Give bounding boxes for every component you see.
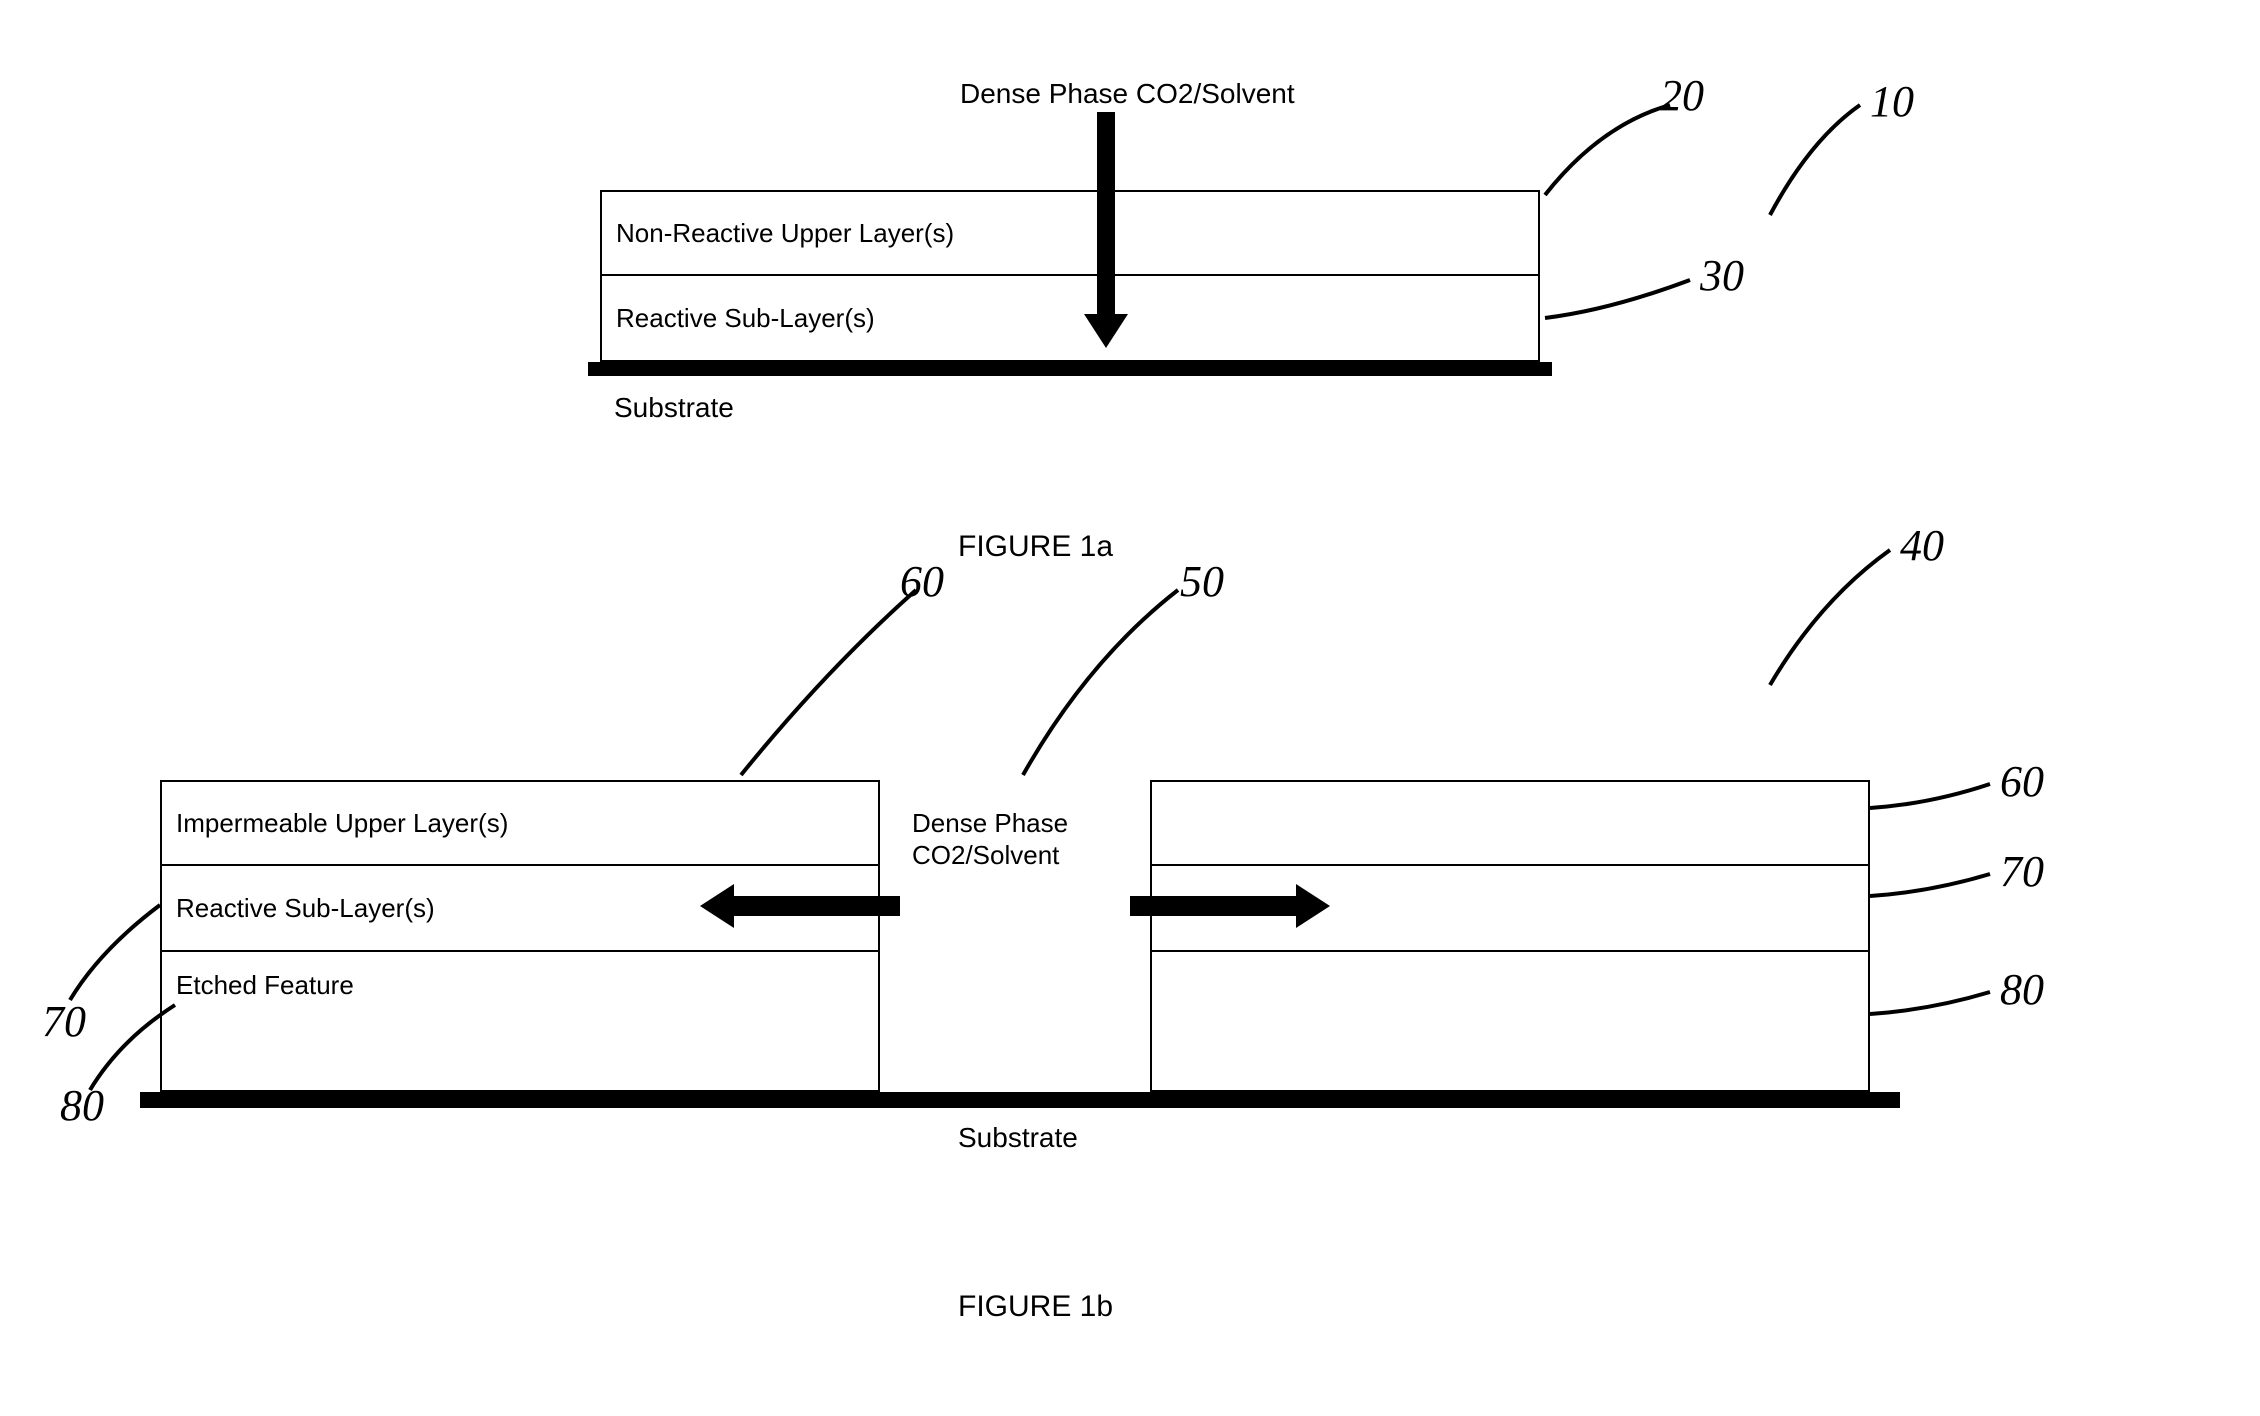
fig-b-ref-70-right: 70: [2000, 846, 2044, 897]
fig-b-arrow-left-shaft: [730, 896, 900, 916]
fig-b-leader-70-left: [60, 900, 170, 1010]
fig-b-arrow-left-head: [700, 884, 734, 928]
fig-a-arrow-shaft: [1097, 112, 1115, 320]
fig-b-leader-80-right: [1870, 984, 2000, 1024]
fig-a-substrate-label: Substrate: [614, 392, 734, 424]
fig-a-upper-layer: Non-Reactive Upper Layer(s): [600, 190, 1540, 276]
fig-b-substrate-bar: [140, 1092, 1900, 1108]
fig-a-ref-20: 20: [1660, 70, 1704, 121]
fig-b-ref-80-left: 80: [60, 1080, 104, 1131]
fig-b-right-upper: [1150, 780, 1870, 866]
fig-a-arrow-head: [1084, 314, 1128, 348]
fig-a-leader-10: [1760, 100, 1880, 220]
fig-a-top-label: Dense Phase CO2/Solvent: [960, 78, 1295, 110]
fig-b-leader-60-right: [1870, 776, 2000, 816]
fig-b-center-label-line2: CO2/Solvent: [912, 840, 1059, 871]
fig-a-lower-layer: Reactive Sub-Layer(s): [600, 276, 1540, 362]
fig-b-left-lower: Etched Feature: [160, 952, 880, 1092]
fig-b-substrate-label: Substrate: [958, 1122, 1078, 1154]
fig-b-right-lower: [1150, 952, 1870, 1092]
fig-b-leader-50: [1018, 580, 1198, 780]
fig-b-ref-50: 50: [1180, 556, 1224, 607]
diagram-canvas: Dense Phase CO2/Solvent Non-Reactive Upp…: [0, 0, 2260, 1416]
fig-b-ref-60-left: 60: [900, 556, 944, 607]
fig-a-lower-layer-text: Reactive Sub-Layer(s): [616, 303, 875, 334]
fig-a-leader-30: [1540, 270, 1700, 330]
fig-b-leader-40: [1760, 540, 1910, 690]
fig-b-ref-60-right: 60: [2000, 756, 2044, 807]
fig-a-ref-10: 10: [1870, 76, 1914, 127]
fig-b-ref-40: 40: [1900, 520, 1944, 571]
fig-a-substrate-bar: [588, 362, 1552, 376]
fig-a-upper-layer-text: Non-Reactive Upper Layer(s): [616, 218, 954, 249]
fig-b-caption: FIGURE 1b: [958, 1290, 1113, 1324]
fig-b-arrow-right-head: [1296, 884, 1330, 928]
fig-b-arrow-right-shaft: [1130, 896, 1300, 916]
fig-a-caption: FIGURE 1a: [958, 530, 1113, 564]
fig-b-leader-70-right: [1870, 866, 2000, 906]
fig-b-left-upper-text: Impermeable Upper Layer(s): [176, 808, 508, 839]
fig-a-ref-30: 30: [1700, 250, 1744, 301]
fig-b-left-upper: Impermeable Upper Layer(s): [160, 780, 880, 866]
fig-b-left-lower-text: Etched Feature: [176, 970, 354, 1001]
fig-b-ref-70-left: 70: [42, 996, 86, 1047]
fig-b-center-label-line1: Dense Phase: [912, 808, 1068, 839]
fig-b-ref-80-right: 80: [2000, 964, 2044, 1015]
fig-b-left-mid-text: Reactive Sub-Layer(s): [176, 893, 435, 924]
fig-b-leader-60-left: [736, 580, 936, 780]
